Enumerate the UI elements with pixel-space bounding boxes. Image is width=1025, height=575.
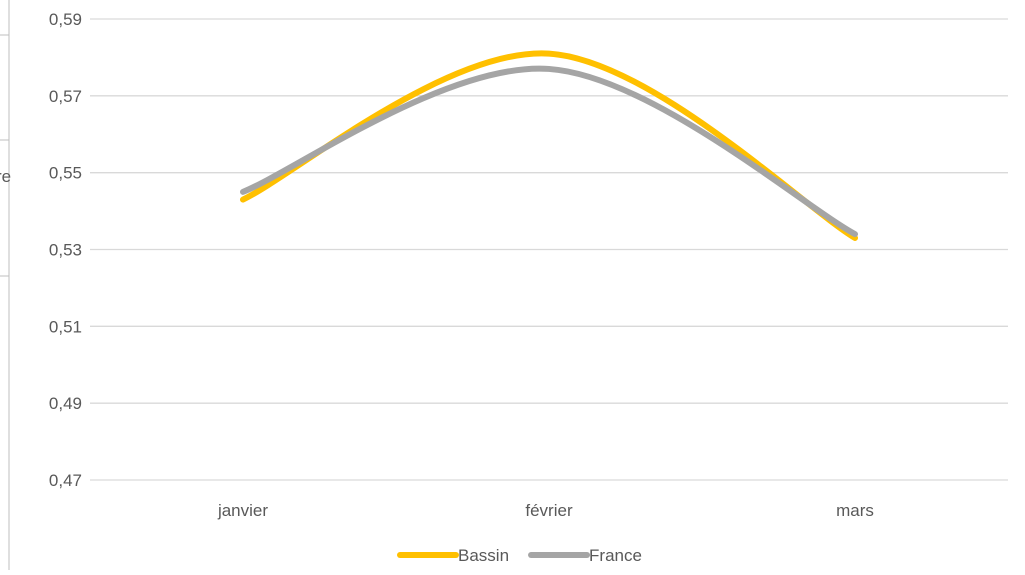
y-tick-label: 0,59 (49, 10, 82, 29)
cropped-axis-label-fragment: re (0, 167, 11, 186)
series-line-france (240, 65, 858, 238)
legend-label-france: France (589, 546, 642, 565)
x-tick-label: février (525, 501, 573, 520)
legend-label-bassin: Bassin (458, 546, 509, 565)
y-tick-label: 0,51 (49, 317, 82, 336)
y-axis-tick-labels: 0,59 0,57 0,55 0,53 0,51 0,49 0,47 (49, 10, 82, 490)
gridlines (90, 18, 1008, 481)
series-lines (240, 50, 858, 241)
x-axis-tick-labels: janvier février mars (217, 501, 874, 520)
x-tick-label: mars (836, 501, 874, 520)
y-tick-label: 0,47 (49, 471, 82, 490)
y-tick-label: 0,57 (49, 87, 82, 106)
legend: Bassin France (397, 546, 642, 565)
y-tick-label: 0,49 (49, 394, 82, 413)
y-tick-label: 0,55 (49, 164, 82, 183)
x-tick-label: janvier (217, 501, 268, 520)
y-tick-label: 0,53 (49, 241, 82, 260)
